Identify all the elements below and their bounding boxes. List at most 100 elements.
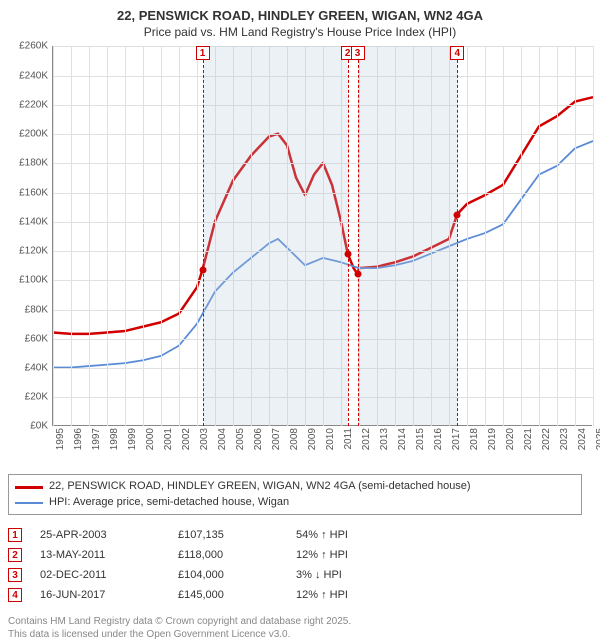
- y-tick-label: £20K: [25, 392, 48, 403]
- event-date: 25-APR-2003: [40, 529, 160, 541]
- plot-area: 1234: [52, 46, 592, 426]
- x-tick-label: 1997: [91, 428, 102, 450]
- gridline-v: [107, 46, 108, 426]
- x-tick-label: 2007: [271, 428, 282, 450]
- chart-container: 22, PENSWICK ROAD, HINDLEY GREEN, WIGAN,…: [0, 0, 600, 620]
- y-tick-label: £80K: [25, 304, 48, 315]
- gridline-v: [125, 46, 126, 426]
- x-tick-label: 2020: [505, 428, 516, 450]
- x-tick-label: 2001: [163, 428, 174, 450]
- x-tick-label: 2003: [199, 428, 210, 450]
- x-tick-label: 2000: [145, 428, 156, 450]
- legend-item: HPI: Average price, semi-detached house,…: [15, 495, 575, 510]
- x-tick-label: 1995: [55, 428, 66, 450]
- gridline-v: [539, 46, 540, 426]
- y-tick-label: £200K: [19, 129, 48, 140]
- event-row: 213-MAY-2011£118,00012% ↑ HPI: [8, 545, 582, 565]
- legend-label: HPI: Average price, semi-detached house,…: [49, 495, 289, 510]
- x-tick-label: 2011: [343, 428, 354, 450]
- footer-line: Contains HM Land Registry data © Crown c…: [8, 615, 592, 628]
- x-tick-label: 2010: [325, 428, 336, 450]
- event-pct: 54% ↑ HPI: [296, 529, 396, 541]
- y-tick-label: £100K: [19, 275, 48, 286]
- flag-box: 1: [196, 46, 210, 60]
- gridline-v: [593, 46, 594, 426]
- x-tick-label: 2022: [541, 428, 552, 450]
- flag-line: [203, 60, 204, 426]
- sale-point: [454, 211, 461, 218]
- shaded-band: [358, 46, 458, 425]
- x-tick-label: 1996: [73, 428, 84, 450]
- y-tick-label: £260K: [19, 41, 48, 52]
- gridline-v: [503, 46, 504, 426]
- x-tick-label: 2016: [433, 428, 444, 450]
- plot-wrap: £0K£20K£40K£60K£80K£100K£120K£140K£160K£…: [8, 46, 592, 446]
- x-tick-label: 2021: [523, 428, 534, 450]
- flag-line: [457, 60, 458, 426]
- y-tick-label: £180K: [19, 158, 48, 169]
- x-tick-label: 2025: [595, 428, 600, 450]
- y-tick-label: £40K: [25, 363, 48, 374]
- gridline-v: [575, 46, 576, 426]
- x-tick-label: 2004: [217, 428, 228, 450]
- x-tick-label: 2005: [235, 428, 246, 450]
- flag-box: 3: [351, 46, 365, 60]
- chart-titles: 22, PENSWICK ROAD, HINDLEY GREEN, WIGAN,…: [8, 8, 592, 40]
- gridline-v: [89, 46, 90, 426]
- footer-attribution: Contains HM Land Registry data © Crown c…: [8, 615, 592, 641]
- x-tick-label: 2009: [307, 428, 318, 450]
- event-pct: 12% ↑ HPI: [296, 589, 396, 601]
- x-tick-label: 2019: [487, 428, 498, 450]
- x-tick-label: 2013: [379, 428, 390, 450]
- event-date: 02-DEC-2011: [40, 569, 160, 581]
- flag-box: 4: [450, 46, 464, 60]
- sale-point: [344, 251, 351, 258]
- gridline-v: [143, 46, 144, 426]
- sale-point: [354, 271, 361, 278]
- gridline-v: [53, 46, 54, 426]
- x-tick-label: 2017: [451, 428, 462, 450]
- y-tick-label: £160K: [19, 187, 48, 198]
- x-tick-label: 2014: [397, 428, 408, 450]
- gridline-v: [71, 46, 72, 426]
- flag-line: [348, 60, 349, 426]
- x-tick-label: 2024: [577, 428, 588, 450]
- event-date: 13-MAY-2011: [40, 549, 160, 561]
- x-tick-label: 1999: [127, 428, 138, 450]
- y-tick-label: £120K: [19, 246, 48, 257]
- x-axis: 1995199619971998199920002001200220032004…: [52, 428, 592, 446]
- events-table: 125-APR-2003£107,13554% ↑ HPI213-MAY-201…: [8, 525, 582, 605]
- y-tick-label: £220K: [19, 99, 48, 110]
- gridline-v: [161, 46, 162, 426]
- legend: 22, PENSWICK ROAD, HINDLEY GREEN, WIGAN,…: [8, 474, 582, 515]
- event-flag-box: 4: [8, 588, 22, 602]
- y-tick-label: £60K: [25, 333, 48, 344]
- flag-line: [358, 60, 359, 426]
- event-pct: 3% ↓ HPI: [296, 569, 396, 581]
- legend-swatch: [15, 502, 43, 504]
- x-tick-label: 2015: [415, 428, 426, 450]
- x-tick-label: 2008: [289, 428, 300, 450]
- chart-title-sub: Price paid vs. HM Land Registry's House …: [8, 25, 592, 41]
- event-price: £145,000: [178, 589, 278, 601]
- event-price: £118,000: [178, 549, 278, 561]
- gridline-v: [485, 46, 486, 426]
- x-tick-label: 2002: [181, 428, 192, 450]
- event-price: £107,135: [178, 529, 278, 541]
- gridline-v: [467, 46, 468, 426]
- y-tick-label: £240K: [19, 70, 48, 81]
- footer-line: This data is licensed under the Open Gov…: [8, 628, 592, 641]
- x-tick-label: 2006: [253, 428, 264, 450]
- event-row: 4 16-JUN-2017 £145,000 12% ↑ HPI: [8, 585, 582, 605]
- x-tick-label: 2023: [559, 428, 570, 450]
- event-row: 302-DEC-2011£104,0003% ↓ HPI: [8, 565, 582, 585]
- event-date: 16-JUN-2017: [40, 589, 160, 601]
- x-tick-label: 2018: [469, 428, 480, 450]
- gridline-v: [179, 46, 180, 426]
- y-tick-label: £140K: [19, 216, 48, 227]
- event-flag-box: 1: [8, 528, 22, 542]
- sale-point: [199, 266, 206, 273]
- legend-item: 22, PENSWICK ROAD, HINDLEY GREEN, WIGAN,…: [15, 479, 575, 494]
- x-tick-label: 1998: [109, 428, 120, 450]
- gridline-v: [557, 46, 558, 426]
